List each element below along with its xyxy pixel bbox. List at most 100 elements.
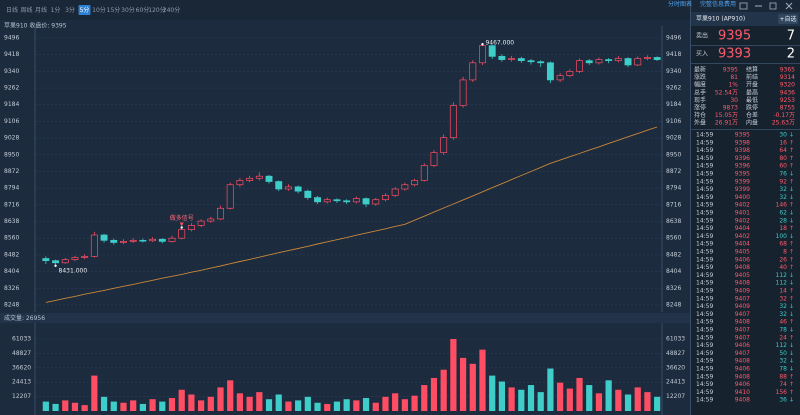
tick-price: 9408: [735, 319, 750, 326]
stat-value: 9253: [780, 97, 795, 104]
y-tick-label: 9262: [666, 85, 681, 92]
period-tab[interactable]: 30分: [121, 6, 135, 14]
y-tick-label: 9418: [666, 51, 681, 58]
tick-time: 14:59: [696, 303, 713, 310]
period-tab[interactable]: 周线: [20, 6, 32, 14]
y-tick-label: 9106: [4, 118, 19, 125]
tick-volume: 78: [779, 366, 787, 373]
volume-bar: [605, 380, 612, 411]
y-tick-label: 9028: [4, 135, 19, 142]
period-tab[interactable]: 5分: [80, 6, 90, 14]
volume-bar: [498, 381, 506, 411]
period-tab[interactable]: 3分: [65, 6, 75, 14]
tick-direction: ↓: [789, 171, 794, 178]
stat-label: 最高: [746, 88, 758, 96]
stat-value: 8755: [780, 105, 795, 112]
button-label[interactable]: +自选: [779, 15, 796, 23]
close-icon[interactable]: [785, 2, 793, 10]
tick-price: 9402: [735, 217, 750, 224]
tick-volume: 18: [779, 225, 787, 232]
candle-body: [61, 259, 69, 264]
volume-bar: [508, 387, 515, 411]
stat-label: 现手: [694, 96, 706, 104]
candle-body: [284, 186, 292, 190]
period-tab[interactable]: 15分: [107, 6, 121, 14]
candle-body: [275, 181, 283, 190]
annotation: 9467.000: [485, 40, 514, 47]
add-watch-button[interactable]: [778, 14, 798, 24]
volume-bar: [295, 400, 302, 411]
volume-bar: [615, 389, 622, 411]
tick-direction: ↑: [789, 288, 794, 295]
stat-value: 9365: [780, 67, 795, 74]
signal-arrow: [179, 222, 184, 227]
candle-body: [197, 220, 205, 226]
tick-time: 14:59: [696, 132, 713, 139]
link[interactable]: 完整信息费用: [700, 0, 736, 8]
y-tick-label: 24413: [12, 379, 31, 386]
tick-direction: ↑: [789, 264, 794, 271]
tick-volume: 30: [779, 132, 787, 139]
settings-icon[interactable]: [739, 2, 748, 10]
stat-label: 幅度: [694, 81, 706, 89]
stat-label: 仓差: [746, 111, 758, 119]
tick-time: 14:59: [696, 163, 713, 170]
stat-value: 9320: [780, 82, 795, 89]
volume-bar: [110, 401, 117, 411]
volume-bar: [401, 399, 408, 411]
link[interactable]: 分时图表: [668, 0, 692, 8]
tick-volume: 62: [779, 210, 787, 217]
stat-value: 81: [730, 74, 738, 81]
candle-body: [517, 58, 525, 62]
tick-time: 14:59: [696, 327, 713, 334]
tick-direction: ↓: [789, 397, 794, 404]
tick-volume: 74: [779, 381, 787, 388]
volume-bar: [557, 382, 564, 411]
period-tab[interactable]: 60分: [136, 6, 150, 14]
quote-header: [691, 12, 800, 26]
y-tick-label: 8638: [4, 218, 19, 225]
period-tab[interactable]: 10分: [92, 6, 106, 14]
y-tick-label: 8560: [666, 235, 681, 242]
tick-price: 9408: [735, 373, 750, 380]
volume-bar: [52, 403, 59, 411]
y-tick-label: 9106: [666, 118, 681, 125]
y-tick-label: 8560: [4, 235, 19, 242]
candle-body: [634, 58, 642, 66]
candle-body: [401, 184, 409, 190]
candle-body: [352, 198, 360, 203]
candle-body: [469, 62, 477, 81]
volume-bar: [654, 396, 661, 411]
tick-price: 9398: [735, 139, 750, 146]
tick-price: 9404: [735, 241, 750, 248]
tick-time: 14:59: [696, 241, 713, 248]
period-tab[interactable]: 240分: [163, 6, 180, 14]
candle-body: [585, 60, 593, 64]
tick-direction: ↓: [789, 358, 794, 365]
tick-direction: ↑: [789, 373, 794, 380]
tick-volume: 156: [776, 389, 788, 396]
period-tab[interactable]: 日线: [6, 6, 18, 14]
period-tab[interactable]: 120分: [148, 6, 165, 14]
chart-title: 苹果910 收盘价: 9395: [4, 22, 67, 30]
tick-volume: 32: [779, 311, 787, 318]
volume-bar: [159, 401, 166, 411]
tick-volume: 60: [779, 163, 787, 170]
volume-bar: [81, 405, 88, 411]
candle-body: [488, 45, 496, 57]
volume-bar: [518, 389, 525, 411]
tick-volume: 46: [779, 319, 787, 326]
tick-direction: ↑: [789, 178, 794, 185]
period-tab[interactable]: 1分: [51, 6, 61, 14]
tick-volume: 28: [779, 217, 787, 224]
candle-body: [391, 188, 399, 196]
maximize-icon[interactable]: [769, 2, 777, 10]
volume-bar: [236, 393, 244, 411]
period-tab[interactable]: 月线: [35, 6, 47, 14]
tick-price: 9402: [735, 233, 750, 240]
candle-body: [576, 60, 583, 72]
stat-label: 结算: [746, 66, 758, 74]
y-tick-label: 8482: [666, 251, 681, 258]
tick-price: 9404: [735, 225, 750, 232]
tick-direction: ↓: [789, 350, 794, 357]
